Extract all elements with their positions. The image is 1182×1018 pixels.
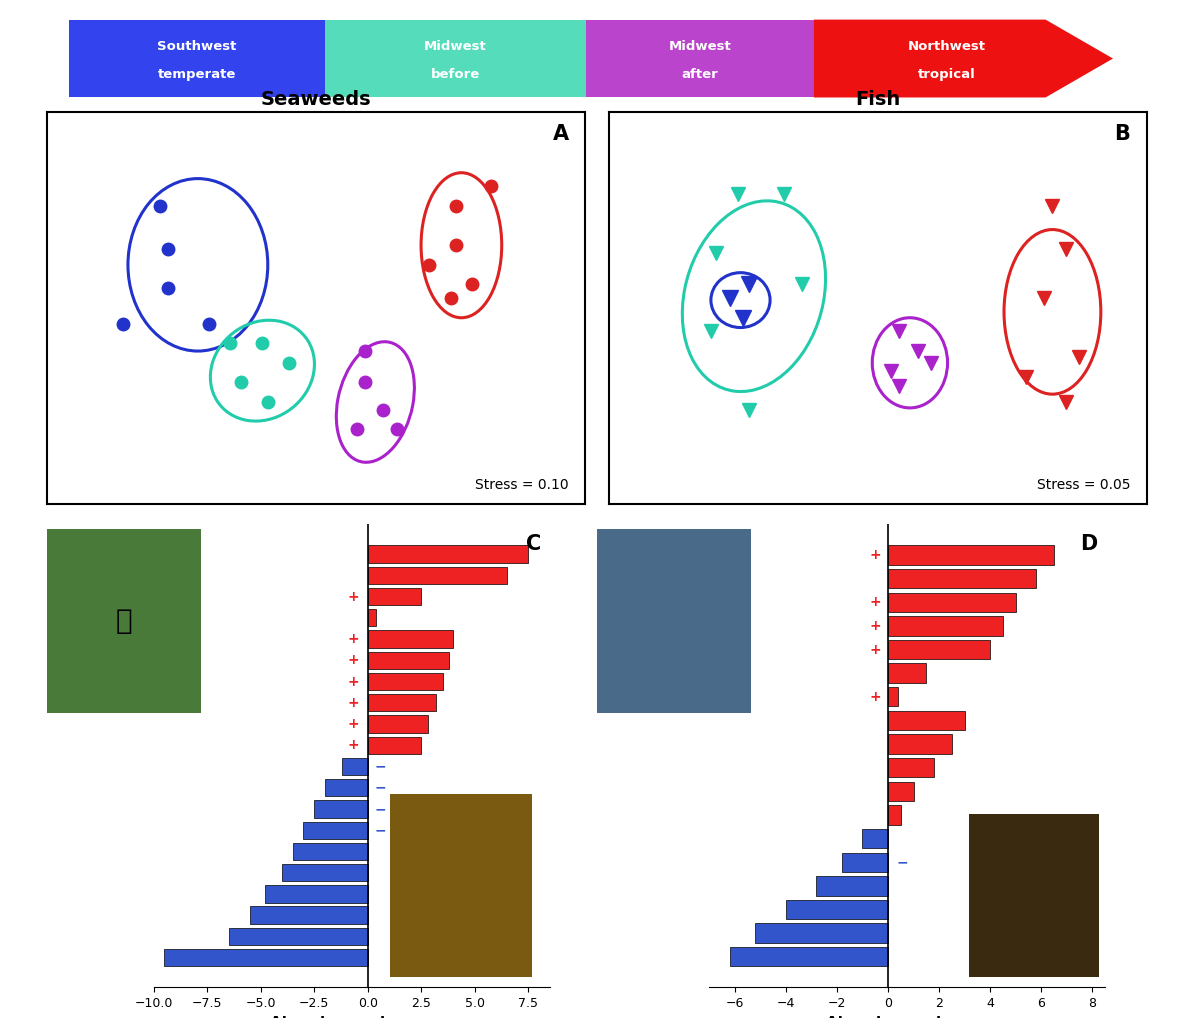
Bar — [249, 906, 368, 924]
Text: +: + — [869, 596, 881, 609]
Bar — [888, 592, 1015, 612]
Bar — [368, 652, 449, 669]
Text: +: + — [869, 642, 881, 657]
Bar — [863, 829, 888, 848]
Bar — [368, 567, 507, 584]
Text: Midwest: Midwest — [423, 40, 487, 53]
FancyArrow shape — [814, 19, 1113, 98]
Bar — [368, 587, 421, 606]
FancyBboxPatch shape — [585, 19, 814, 98]
Text: Stress = 0.10: Stress = 0.10 — [475, 478, 569, 492]
FancyBboxPatch shape — [69, 19, 325, 98]
Text: −: − — [375, 802, 387, 816]
Text: A: A — [553, 124, 569, 144]
Bar — [368, 546, 528, 563]
Text: D: D — [1080, 533, 1097, 554]
Bar — [817, 876, 888, 896]
X-axis label: Abundance change: Abundance change — [825, 1016, 989, 1018]
Bar — [888, 758, 934, 778]
Text: after: after — [681, 67, 719, 80]
Bar — [368, 716, 428, 733]
Text: C: C — [526, 533, 541, 554]
Text: +: + — [869, 619, 881, 633]
Bar — [729, 947, 888, 966]
Bar — [368, 609, 376, 626]
Bar — [888, 711, 965, 730]
Bar — [368, 673, 442, 690]
Bar — [888, 616, 1004, 635]
Bar — [282, 864, 368, 882]
Text: −: − — [375, 781, 387, 795]
Bar — [265, 886, 368, 903]
FancyBboxPatch shape — [325, 19, 585, 98]
Bar — [888, 640, 991, 660]
Text: +: + — [348, 589, 359, 604]
Text: +: + — [348, 632, 359, 646]
Text: Northwest: Northwest — [908, 40, 986, 53]
Text: +: + — [348, 654, 359, 667]
Text: tropical: tropical — [918, 67, 976, 80]
Text: +: + — [869, 690, 881, 703]
Title: Seaweeds: Seaweeds — [261, 90, 371, 109]
Title: Fish: Fish — [855, 90, 901, 109]
Bar — [888, 687, 898, 706]
X-axis label: Abundance change: Abundance change — [269, 1016, 434, 1018]
Text: Stress = 0.05: Stress = 0.05 — [1037, 478, 1130, 492]
Bar — [304, 822, 368, 839]
Bar — [314, 800, 368, 817]
Text: 🌿: 🌿 — [116, 607, 132, 635]
Text: −: − — [897, 855, 908, 869]
Bar — [293, 843, 368, 860]
Bar — [342, 757, 368, 775]
Text: +: + — [348, 717, 359, 731]
Text: Southwest: Southwest — [157, 40, 236, 53]
Bar — [888, 664, 927, 683]
Bar — [786, 900, 888, 919]
Text: +: + — [348, 695, 359, 710]
Text: +: + — [869, 548, 881, 562]
Bar — [325, 779, 368, 796]
Text: −: − — [375, 824, 387, 837]
Text: temperate: temperate — [157, 67, 236, 80]
Text: before: before — [430, 67, 480, 80]
Text: +: + — [348, 675, 359, 688]
Bar — [888, 546, 1054, 565]
Bar — [164, 949, 368, 966]
Bar — [368, 630, 454, 647]
Bar — [368, 694, 436, 712]
Text: +: + — [348, 738, 359, 752]
Bar — [888, 734, 952, 753]
Bar — [842, 852, 888, 871]
Bar — [888, 782, 914, 801]
Bar — [368, 737, 421, 754]
Bar — [888, 569, 1037, 588]
Bar — [228, 927, 368, 945]
Text: B: B — [1115, 124, 1130, 144]
Text: Midwest: Midwest — [668, 40, 732, 53]
Bar — [888, 805, 901, 825]
Bar — [755, 923, 888, 943]
Text: −: − — [375, 759, 387, 774]
